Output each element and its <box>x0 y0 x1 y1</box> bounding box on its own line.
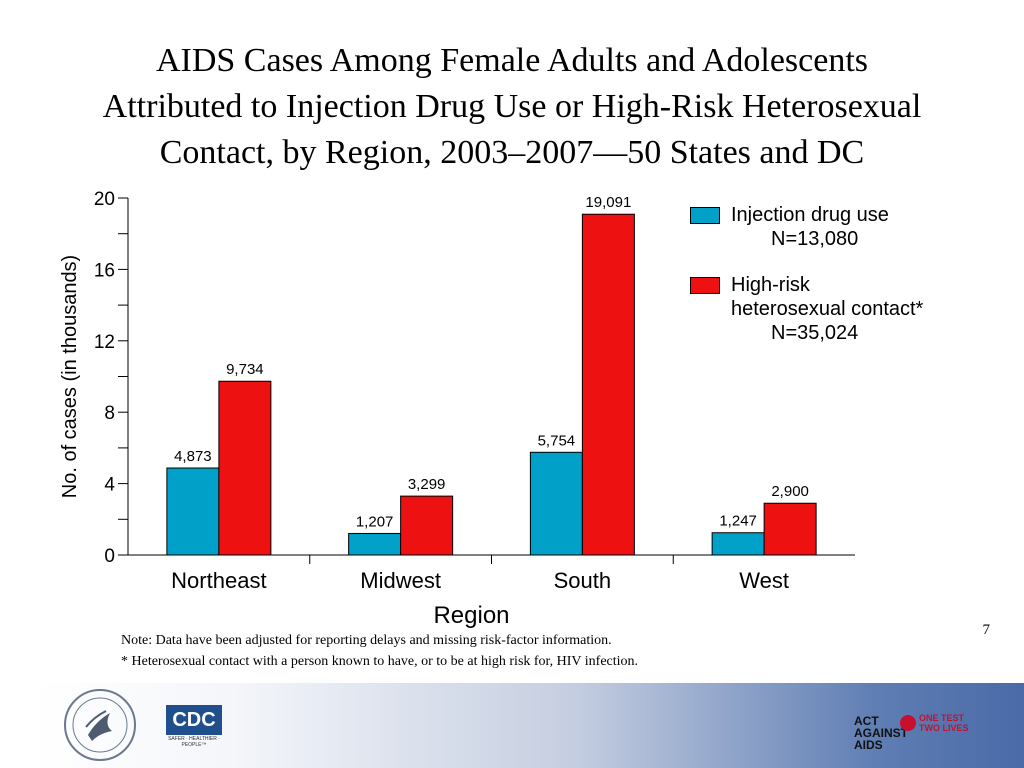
onetest-circle-icon <box>900 715 916 731</box>
slide-title: AIDS Cases Among Female Adults and Adole… <box>30 38 994 176</box>
legend-label-heterosexual-1: High-risk <box>731 274 810 296</box>
x-axis-title: Region <box>433 602 509 629</box>
bar-injection-west <box>711 532 765 556</box>
bar-heterosexual-south <box>581 213 635 556</box>
title-line-2: Attributed to Injection Drug Use or High… <box>102 88 922 125</box>
y-tick-label: 8 <box>104 403 115 424</box>
act-against-aids-logo: ACT AGAINST AIDS <box>854 714 908 752</box>
y-tick-label: 4 <box>104 475 115 496</box>
data-label: 1,207 <box>356 513 394 530</box>
y-tick-label: 20 <box>94 189 115 210</box>
legend-label-injection: Injection drug use <box>731 204 889 226</box>
cdc-logo: CDC SAFER · HEALTHIER · PEOPLE™ <box>166 705 222 748</box>
y-tick-label: 0 <box>104 546 115 567</box>
legend-swatch-heterosexual <box>690 277 720 294</box>
bar-injection-northeast <box>166 467 220 556</box>
data-label: 1,247 <box>719 513 757 530</box>
legend-n-injection: N=13,080 <box>771 228 859 250</box>
bar-chart: 0 4 8 12 16 20 No. of cases (in thousands) 4,87… <box>59 189 855 629</box>
footnotes: Note: Data have been adjusted for report… <box>121 630 638 672</box>
data-label: 9,734 <box>226 361 264 378</box>
data-label: 4,873 <box>174 448 212 465</box>
bar-heterosexual-west <box>763 502 817 556</box>
hhs-seal-logo <box>64 689 136 761</box>
data-label: 19,091 <box>585 194 631 211</box>
legend-n-heterosexual: N=35,024 <box>771 322 859 344</box>
y-tick-label: 12 <box>94 332 115 353</box>
bar-heterosexual-northeast <box>218 380 272 556</box>
y-axis-title: No. of cases (in thousands) <box>59 255 81 498</box>
data-label: 2,900 <box>771 483 809 500</box>
x-tick-label: South <box>554 568 612 593</box>
title-line-1: AIDS Cases Among Female Adults and Adole… <box>155 42 869 79</box>
footer-banner: CDC SAFER · HEALTHIER · PEOPLE™ ACT AGAI… <box>34 683 1024 768</box>
x-tick-label: Northeast <box>171 568 266 593</box>
legend-label-heterosexual-2: heterosexual contact* <box>731 298 924 320</box>
y-tick-label: 16 <box>94 260 115 281</box>
data-label: 5,754 <box>538 432 576 449</box>
page-number: 7 <box>982 622 991 638</box>
bar-injection-midwest <box>348 532 402 556</box>
bar-heterosexual-midwest <box>400 495 454 556</box>
one-test-two-lives-logo: ONE TEST TWO LIVES <box>900 713 980 747</box>
x-tick-label: West <box>739 568 789 593</box>
title-line-3: Contact, by Region, 2003–2007—50 States … <box>159 134 865 171</box>
footnote-line: * Heterosexual contact with a person kno… <box>121 654 639 669</box>
data-label: 3,299 <box>408 476 446 493</box>
note-line: Note: Data have been adjusted for report… <box>121 633 612 648</box>
legend-swatch-injection <box>690 207 720 224</box>
bar-injection-south <box>529 451 583 556</box>
x-tick-label: Midwest <box>360 568 441 593</box>
